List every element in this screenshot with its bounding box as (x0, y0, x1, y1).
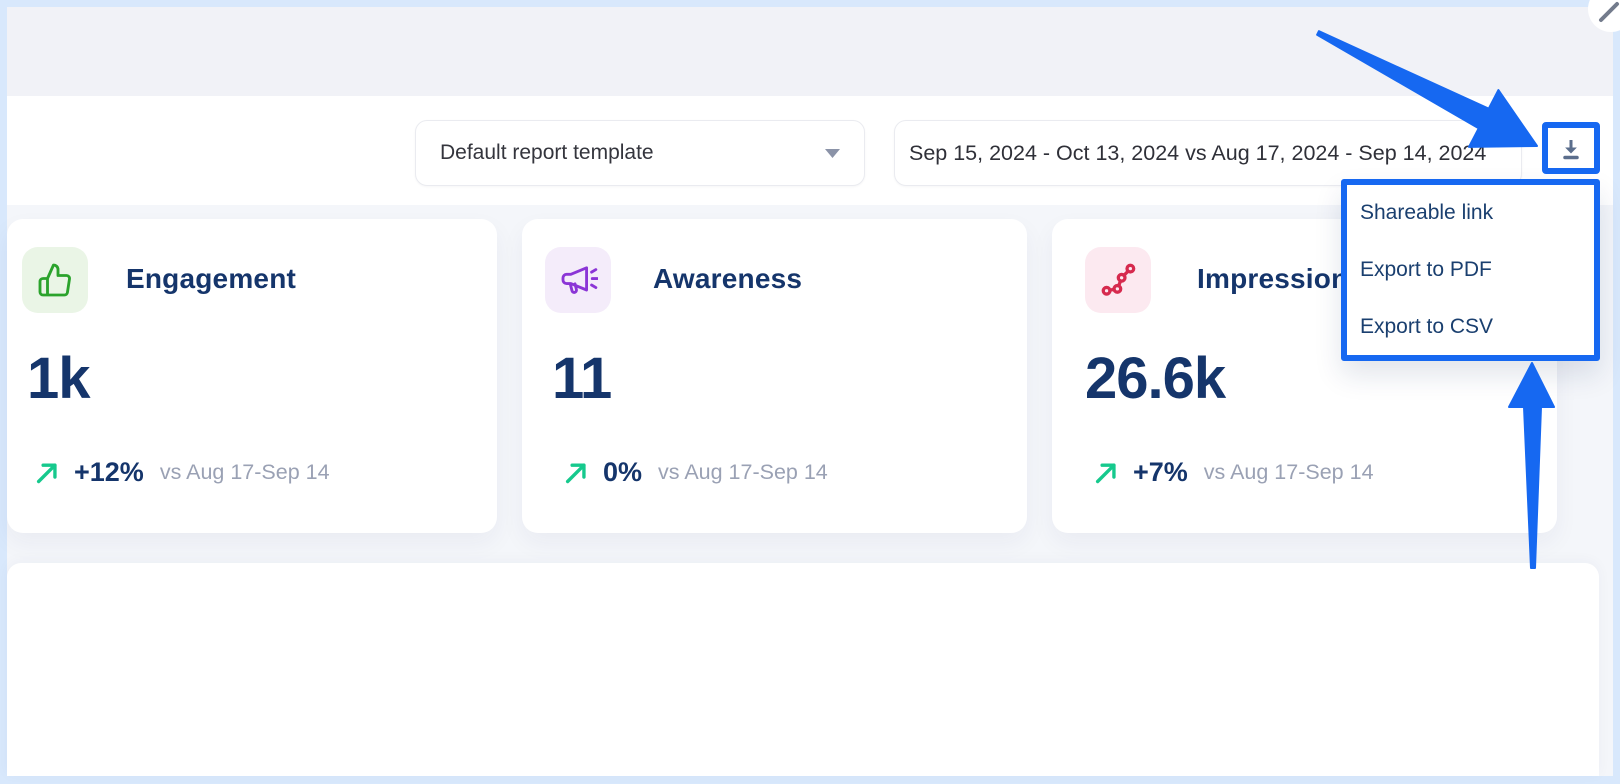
chevron-down-icon (825, 148, 840, 158)
card-value: 11 (552, 346, 612, 411)
edit-pencil-icon (1588, 0, 1620, 32)
card-value: 26.6k (1085, 346, 1226, 411)
change-percent: 0% (603, 457, 643, 487)
menu-item-export-pdf[interactable]: Export to PDF (1360, 258, 1492, 281)
report-template-value: Default report template (440, 141, 654, 164)
date-range-selector[interactable]: Sep 15, 2024 - Oct 13, 2024 vs Aug 17, 2… (894, 120, 1522, 186)
export-menu: Shareable link Export to PDF Export to C… (1341, 179, 1600, 361)
card-title: Awareness (653, 263, 803, 294)
card-value: 1k (27, 346, 91, 411)
trend-row: 0% vs Aug 17-Sep 14 (562, 457, 828, 488)
trend-row: +7% vs Aug 17-Sep 14 (1092, 457, 1374, 488)
metric-card-awareness: Awareness 11 0% vs Aug 17-Sep 14 (522, 219, 1027, 533)
comparison-period: vs Aug 17-Sep 14 (658, 460, 828, 484)
comparison-period: vs Aug 17-Sep 14 (159, 460, 330, 484)
report-template-select[interactable]: Default report template (415, 120, 865, 186)
download-icon (1556, 135, 1586, 165)
trend-up-icon (33, 459, 60, 486)
megaphone-icon (545, 247, 611, 313)
card-title: Engagement (126, 263, 297, 294)
trend-row: +12% vs Aug 17-Sep 14 (33, 457, 330, 488)
trend-up-icon (562, 459, 589, 486)
card-title: Impressions (1197, 263, 1365, 294)
thumbs-up-icon (22, 247, 88, 313)
menu-item-shareable-link[interactable]: Shareable link (1360, 201, 1494, 225)
menu-item-export-csv[interactable]: Export to CSV (1360, 314, 1494, 338)
top-background-band (7, 7, 1613, 96)
trend-up-icon (1092, 459, 1119, 486)
metric-card-engagement: Engagement 1k +12% vs Aug 17-Sep 14 (7, 219, 497, 533)
change-percent: +7% (1133, 457, 1188, 487)
download-button[interactable] (1549, 128, 1593, 172)
report-section-panel (7, 563, 1599, 776)
change-percent: +12% (74, 457, 144, 487)
comparison-period: vs Aug 17-Sep 14 (1203, 460, 1374, 484)
share-nodes-icon (1085, 247, 1151, 313)
metric-card-impressions: Impressions 26.6k +7% vs Aug 17-Sep 14 (1052, 219, 1557, 533)
date-range-value: Sep 15, 2024 - Oct 13, 2024 vs Aug 17, 2… (909, 140, 1487, 165)
